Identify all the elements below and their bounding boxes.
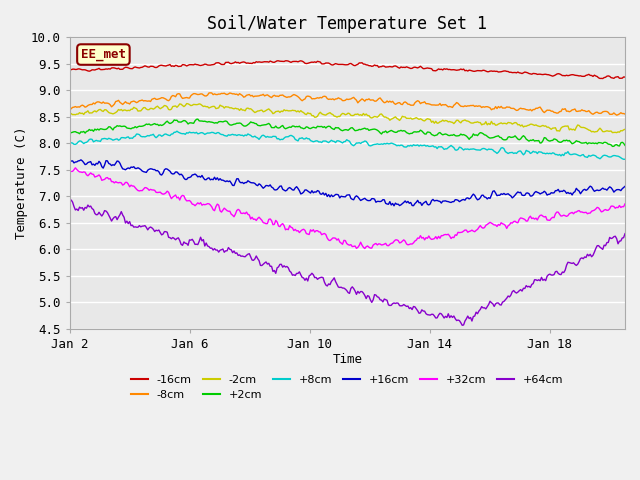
+8cm — [66, 140, 74, 145]
+32cm — [66, 168, 74, 174]
+2cm — [194, 116, 202, 122]
+32cm — [248, 215, 256, 220]
+2cm — [609, 144, 616, 149]
-8cm — [248, 93, 256, 98]
-2cm — [609, 130, 616, 135]
Line: +64cm: +64cm — [70, 200, 625, 325]
-16cm — [287, 60, 295, 65]
Line: +16cm: +16cm — [70, 160, 625, 206]
-8cm — [417, 101, 424, 107]
+32cm — [287, 224, 295, 230]
-2cm — [468, 120, 476, 126]
-16cm — [132, 65, 140, 71]
+64cm — [415, 311, 423, 316]
+8cm — [468, 146, 476, 152]
+32cm — [72, 165, 79, 171]
+16cm — [621, 183, 629, 189]
+8cm — [173, 128, 180, 134]
+2cm — [248, 120, 256, 125]
-2cm — [183, 101, 191, 107]
+16cm — [248, 180, 256, 186]
+8cm — [621, 156, 629, 162]
-16cm — [468, 68, 476, 74]
+64cm — [66, 197, 74, 203]
+32cm — [418, 235, 426, 241]
Y-axis label: Temperature (C): Temperature (C) — [15, 127, 28, 239]
Title: Soil/Water Temperature Set 1: Soil/Water Temperature Set 1 — [207, 15, 488, 33]
+64cm — [132, 224, 140, 230]
+2cm — [468, 134, 476, 140]
-8cm — [132, 100, 140, 106]
+8cm — [287, 132, 295, 138]
-2cm — [621, 126, 629, 132]
-8cm — [471, 104, 479, 109]
Line: -8cm: -8cm — [70, 93, 625, 115]
Line: -2cm: -2cm — [70, 104, 625, 132]
+8cm — [417, 142, 424, 148]
-2cm — [248, 107, 256, 113]
+64cm — [621, 231, 629, 237]
-2cm — [287, 108, 295, 114]
+16cm — [390, 203, 398, 209]
-2cm — [132, 106, 140, 111]
+64cm — [286, 268, 294, 274]
+32cm — [361, 246, 369, 252]
-16cm — [66, 67, 74, 72]
Legend: -16cm, -8cm, -2cm, +2cm, +8cm, +16cm, +32cm, +64cm: -16cm, -8cm, -2cm, +2cm, +8cm, +16cm, +3… — [127, 370, 568, 405]
+16cm — [134, 165, 142, 171]
-16cm — [471, 69, 479, 74]
-2cm — [471, 120, 479, 125]
+32cm — [470, 228, 477, 234]
-8cm — [287, 94, 295, 99]
+32cm — [134, 188, 142, 193]
-2cm — [417, 116, 424, 121]
+2cm — [132, 125, 140, 131]
+64cm — [471, 313, 479, 319]
+64cm — [458, 323, 466, 328]
+8cm — [132, 131, 140, 137]
-8cm — [207, 90, 214, 96]
+8cm — [248, 134, 256, 140]
Line: +8cm: +8cm — [70, 131, 625, 159]
-8cm — [66, 107, 74, 113]
X-axis label: Time: Time — [332, 353, 362, 366]
+16cm — [470, 191, 477, 197]
-8cm — [468, 103, 476, 108]
+32cm — [621, 201, 629, 207]
-16cm — [417, 63, 424, 69]
+2cm — [66, 130, 74, 136]
-2cm — [66, 110, 74, 116]
-16cm — [247, 60, 255, 66]
+64cm — [247, 254, 255, 260]
+8cm — [620, 156, 627, 162]
-16cm — [621, 74, 629, 80]
+64cm — [468, 318, 476, 324]
Line: +32cm: +32cm — [70, 168, 625, 249]
+2cm — [471, 132, 479, 138]
+2cm — [621, 143, 629, 148]
+16cm — [418, 203, 426, 208]
Line: +2cm: +2cm — [70, 119, 625, 146]
+16cm — [77, 157, 84, 163]
+16cm — [287, 186, 295, 192]
Text: EE_met: EE_met — [81, 48, 126, 61]
Line: -16cm: -16cm — [70, 61, 625, 79]
+32cm — [472, 228, 480, 233]
-8cm — [621, 111, 629, 117]
+8cm — [471, 146, 479, 152]
+16cm — [472, 195, 480, 201]
+16cm — [66, 158, 74, 164]
-8cm — [613, 112, 621, 118]
+2cm — [417, 127, 424, 133]
-16cm — [283, 58, 291, 64]
-16cm — [599, 76, 607, 82]
+2cm — [287, 124, 295, 130]
